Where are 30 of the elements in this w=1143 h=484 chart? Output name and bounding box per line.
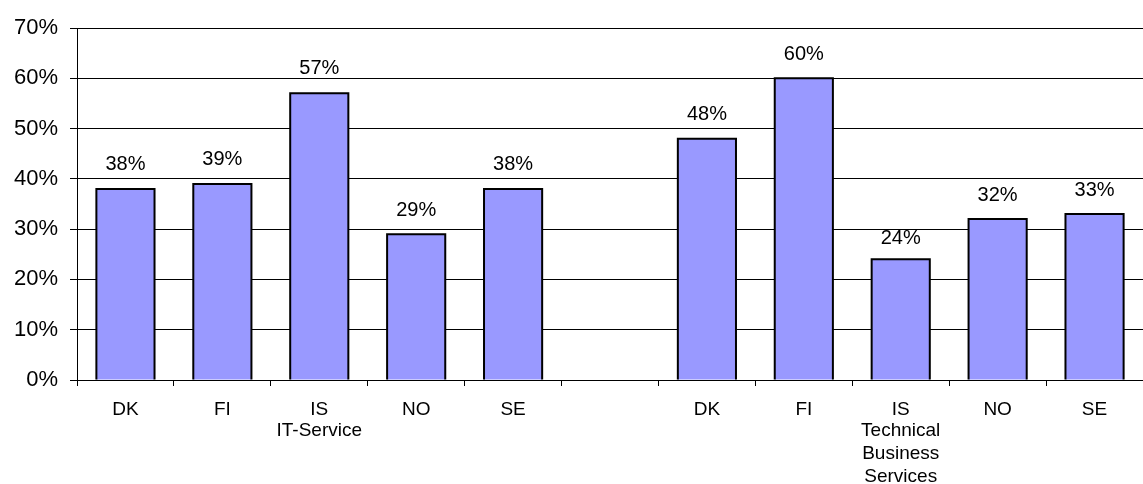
data-label: 33% <box>1074 177 1115 200</box>
data-label: 39% <box>202 147 243 170</box>
data-label: 29% <box>396 197 437 220</box>
x-tick-label: SE <box>500 397 526 419</box>
x-tick-label: IS <box>310 397 329 419</box>
data-label: 24% <box>880 225 921 248</box>
data-label: 60% <box>783 41 825 64</box>
y-tick-label: 60% <box>13 64 58 90</box>
y-tick-label: 40% <box>13 164 58 190</box>
x-tick-label: DK <box>112 397 139 419</box>
text: IT-Service <box>276 419 363 441</box>
y-tick-label: 20% <box>13 265 58 291</box>
x-tick-label: IS <box>891 397 910 419</box>
x-tick-label: FI <box>213 397 231 419</box>
x-tick-label: FI <box>795 397 813 419</box>
y-tick-label: 0% <box>26 366 58 392</box>
x-tick-label: DK <box>693 397 721 419</box>
y-tick-label: 50% <box>13 114 58 140</box>
x-tick-label: NO <box>983 397 1012 419</box>
y-tick-label: 70% <box>13 14 58 40</box>
data-label: 48% <box>686 102 728 125</box>
y-tick-label: 30% <box>13 215 58 241</box>
data-label: 38% <box>105 152 146 175</box>
data-label: 32% <box>977 182 1018 205</box>
y-tick-label: 10% <box>13 315 58 341</box>
data-label: 57% <box>299 55 340 78</box>
x-tick-label: NO <box>401 397 431 419</box>
x-tick-label: SE <box>1081 397 1108 419</box>
text: Technical Business Services <box>861 419 941 484</box>
data-label: 38% <box>493 152 534 175</box>
